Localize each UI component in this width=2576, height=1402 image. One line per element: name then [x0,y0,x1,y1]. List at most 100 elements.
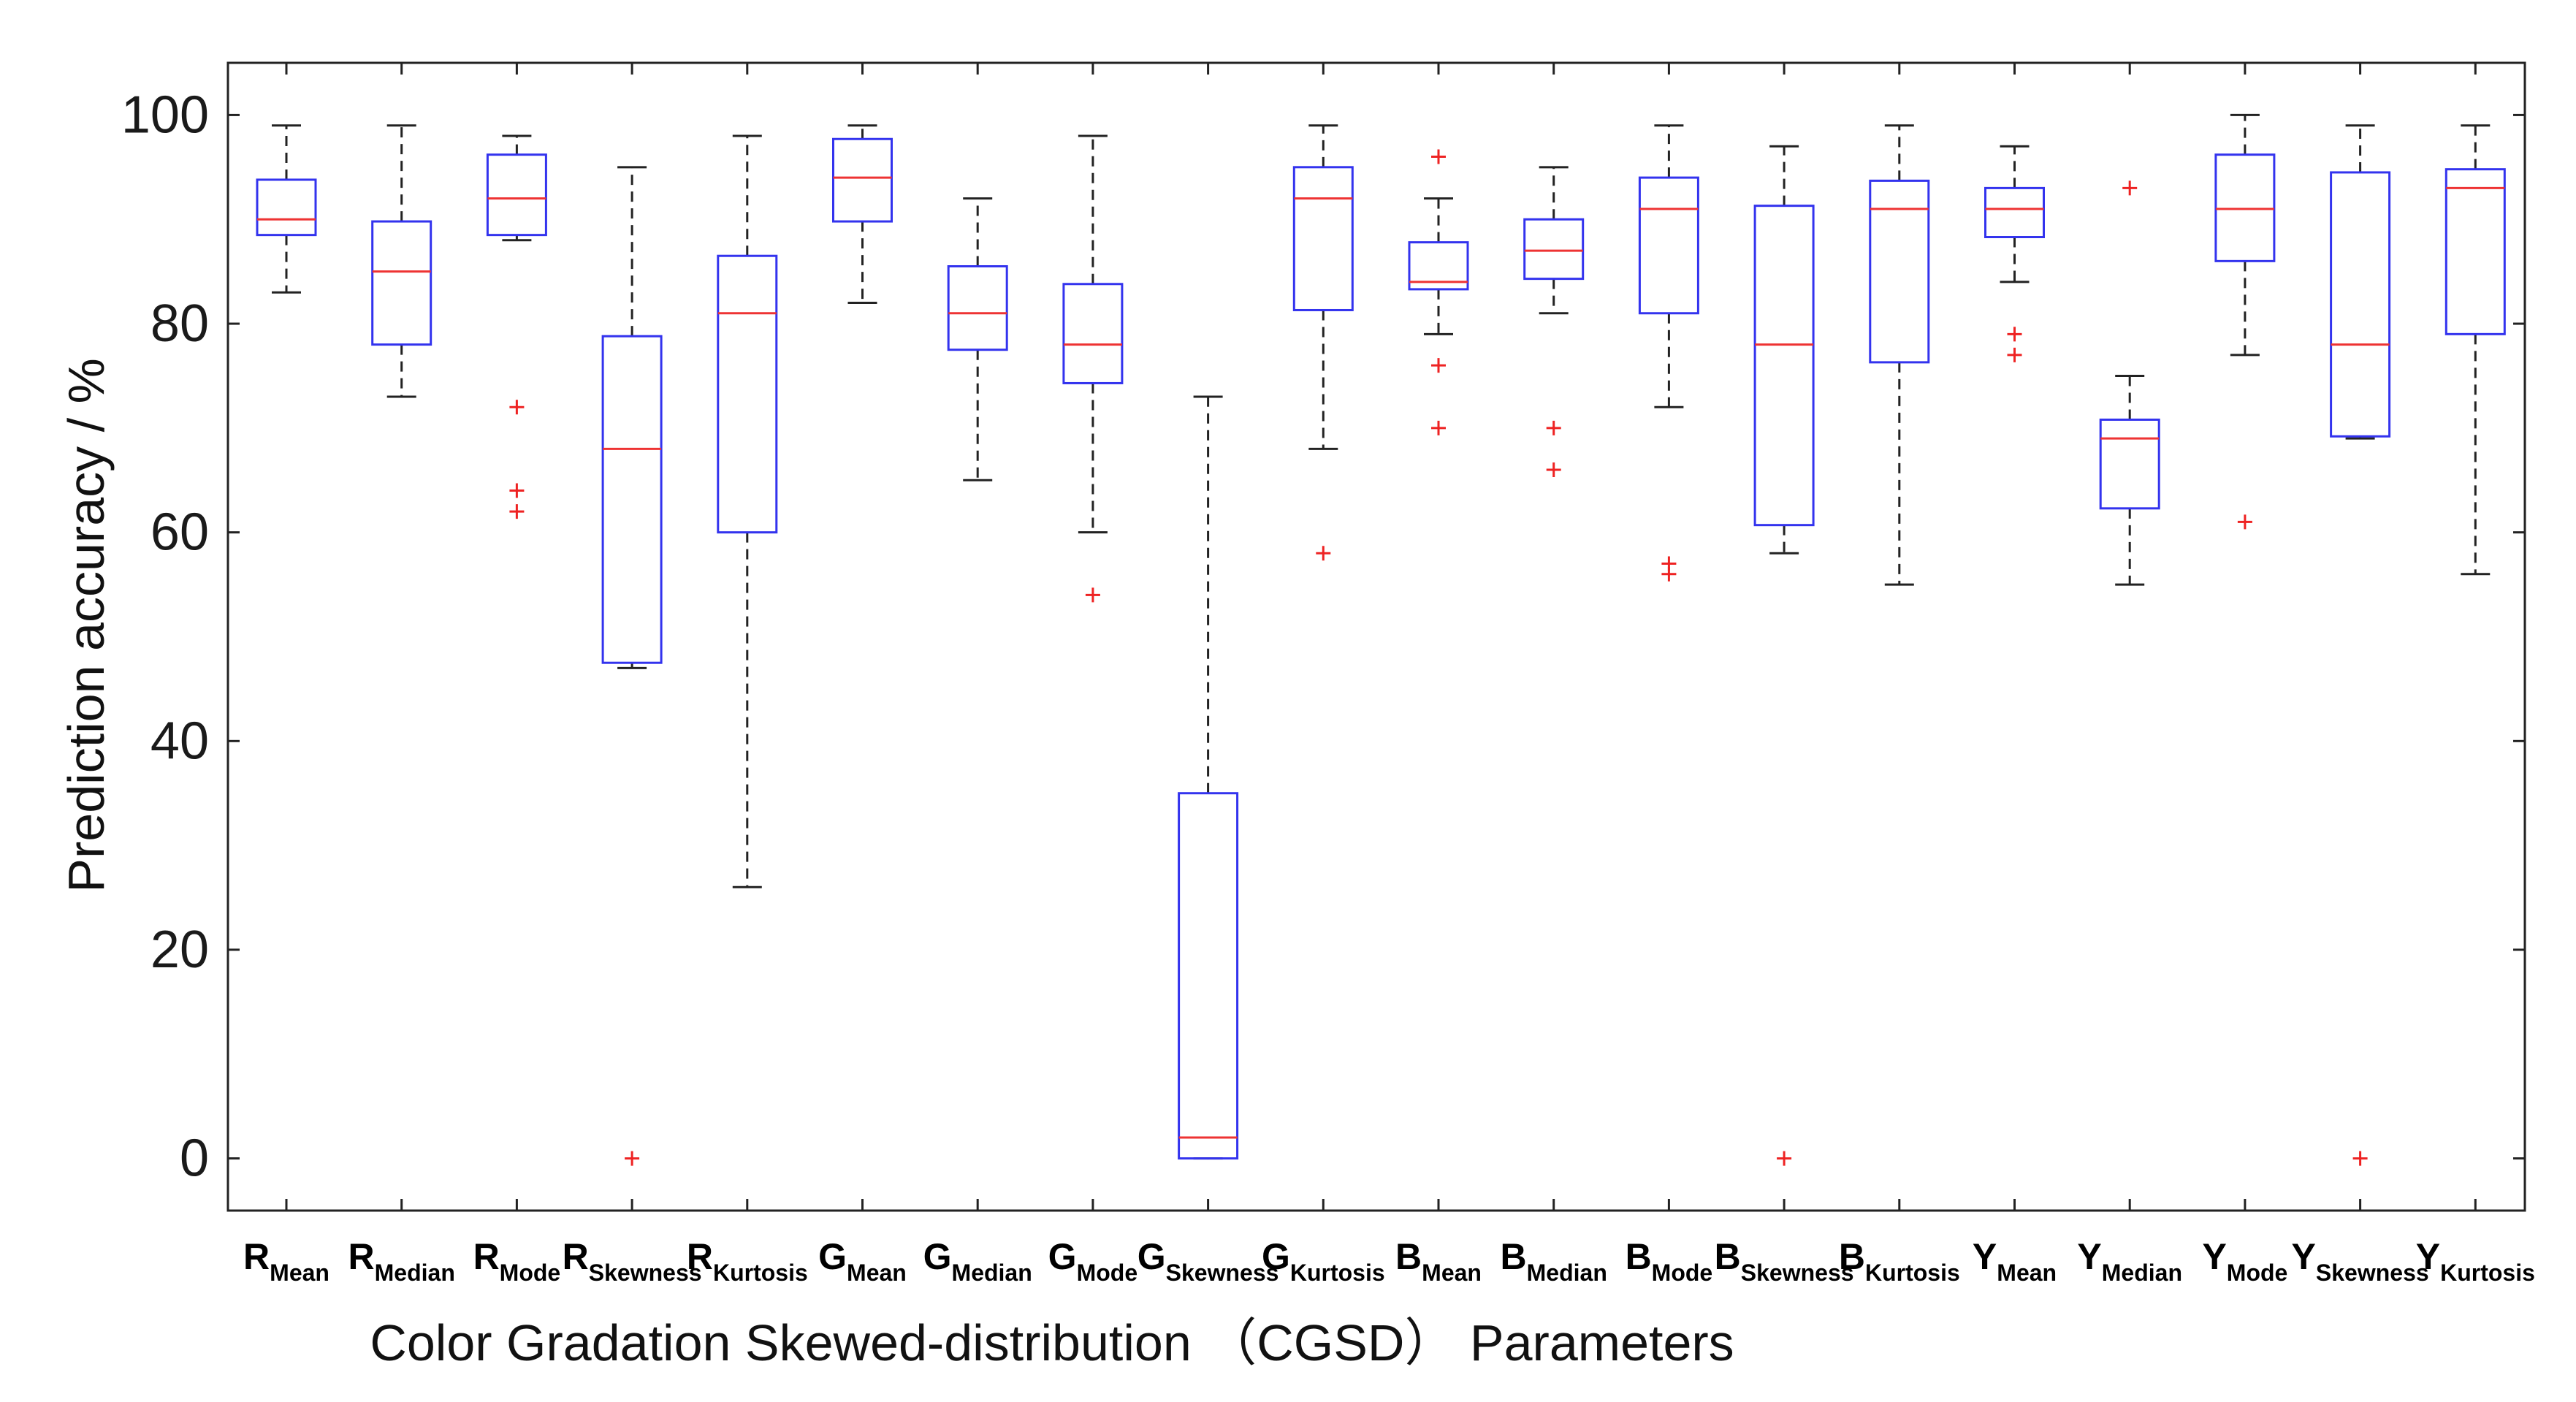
category-label: RMean [243,1236,329,1286]
category-label: BMedian [1501,1236,1607,1286]
box-R-skewness [601,166,663,1166]
iqr-box [2330,171,2391,438]
category-label: YSkewness [2292,1236,2429,1286]
iqr-box [1062,283,1124,384]
category-subscript: Kurtosis [1865,1260,1960,1286]
outlier-marker [509,483,525,498]
iqr-box [1178,792,1239,1160]
box-G-median [947,197,1008,481]
category-label: BMode [1626,1236,1713,1286]
outlier-marker [1431,420,1446,435]
category-subscript: Median [1527,1260,1607,1286]
category-label: RMedian [348,1236,455,1286]
outlier-marker [1316,546,1331,561]
box-R-mean [256,124,317,294]
box-G-skewness [1178,395,1239,1160]
iqr-box [1869,179,1930,364]
category-label: GKurtosis [1262,1236,1385,1286]
box-B-kurtosis [1869,124,1930,586]
iqr-box [1984,186,2045,239]
y-tick-label: 20 [150,921,209,979]
category-subscript: Kurtosis [1290,1260,1385,1286]
y-tick-label: 0 [180,1129,209,1188]
category-base: Y [2416,1236,2440,1277]
box-B-median [1523,166,1585,477]
iqr-box [832,137,893,223]
category-base: G [818,1236,847,1277]
category-subscript: Mean [1422,1260,1482,1286]
category-subscript: Median [375,1260,455,1286]
category-subscript: Kurtosis [2440,1260,2535,1286]
category-base: B [1626,1236,1652,1277]
category-label: GMedian [923,1236,1032,1286]
iqr-box [371,220,432,346]
category-label: YMedian [2077,1236,2182,1286]
category-base: Y [2202,1236,2226,1277]
category-label: BSkewness [1715,1236,1854,1286]
outlier-marker [2237,514,2252,530]
outlier-marker [1431,149,1446,164]
outlier-marker [625,1151,640,1166]
category-label: RSkewness [563,1236,702,1286]
category-base: G [1138,1236,1166,1277]
iqr-box [601,335,663,664]
category-label: GSkewness [1138,1236,1279,1286]
box-Y-median [2099,180,2160,586]
category-label: GMode [1048,1236,1138,1286]
iqr-box [1753,205,1815,527]
iqr-box [256,178,317,237]
category-base: G [1262,1236,1290,1277]
category-base: R [563,1236,589,1277]
category-base: R [473,1236,500,1277]
box-Y-mode [2214,113,2276,530]
category-label: RMode [473,1236,561,1286]
category-subscript: Mode [1652,1260,1713,1286]
box-R-kurtosis [717,134,778,888]
category-subscript: Mean [1997,1260,2057,1286]
category-subscript: Skewness [1741,1260,1854,1286]
iqr-box [1523,218,1585,281]
category-subscript: Mode [500,1260,561,1286]
category-subscript: Mode [1077,1260,1138,1286]
box-G-kurtosis [1292,124,1354,561]
box-Y-skewness [2330,124,2391,1166]
box-G-mean [832,124,893,304]
x-axis-title: Color Gradation Skewed-distribution （CGS… [370,1314,1734,1371]
iqr-box [947,264,1008,351]
category-subscript: Kurtosis [713,1260,808,1286]
category-subscript: Mean [270,1260,329,1286]
iqr-box [717,254,778,534]
category-base: R [687,1236,713,1277]
category-base: R [243,1236,270,1277]
category-label: GMean [818,1236,907,1286]
outlier-marker [1661,566,1677,582]
category-label: YKurtosis [2416,1236,2535,1286]
y-tick-label: 100 [121,85,209,144]
box-Y-mean [1984,145,2045,362]
outlier-marker [1546,462,1561,477]
category-base: Y [2292,1236,2316,1277]
category-subscript: Median [2102,1260,2182,1286]
outlier-marker [2007,327,2022,342]
iqr-box [2444,168,2506,335]
box-B-mean [1408,149,1469,435]
category-subscript: Skewness [1166,1260,1279,1286]
outlier-marker [509,504,525,519]
y-axis-title: Prediction accuracy / % [58,358,115,892]
iqr-box [1638,176,1699,315]
outlier-marker [1777,1151,1792,1166]
iqr-box [1408,241,1469,291]
box-Y-kurtosis [2444,124,2506,576]
category-label: YMode [2202,1236,2287,1286]
category-base: Y [2077,1236,2101,1277]
category-label: RKurtosis [687,1236,808,1286]
outlier-marker [2007,347,2022,362]
outlier-marker [509,400,525,415]
outlier-marker [1085,587,1100,603]
outlier-marker [1431,358,1446,373]
outlier-marker [2122,180,2138,196]
y-tick-label: 60 [150,503,209,562]
category-label: BMean [1395,1236,1482,1286]
